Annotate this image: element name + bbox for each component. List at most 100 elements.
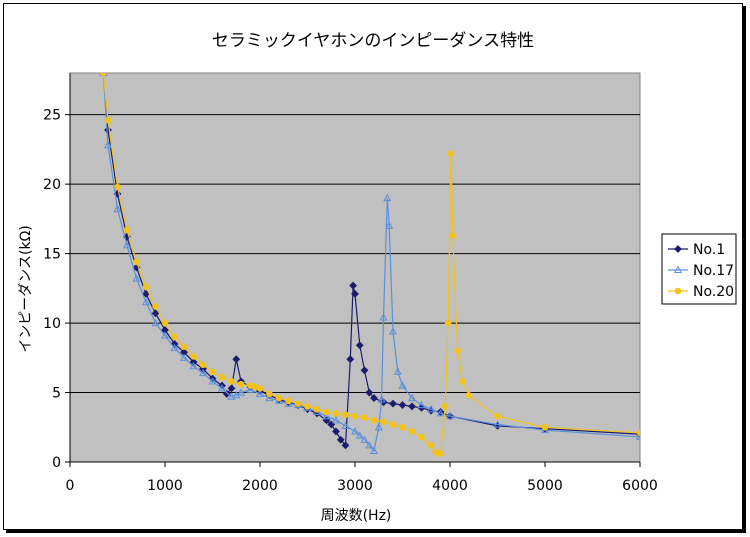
data-point-no-17 [360, 435, 369, 443]
legend: No.1 No.17 No.20 [661, 233, 737, 305]
data-point-no-1 [346, 355, 355, 364]
data-point-no-17 [170, 343, 179, 352]
data-point-no-17 [151, 318, 160, 327]
data-point-no-17 [374, 423, 383, 431]
data-point-no-20 [437, 450, 444, 457]
data-point-no-17 [365, 441, 374, 449]
legend-label-no-20: No.20 [693, 284, 734, 300]
data-point-no-20 [266, 390, 273, 398]
data-point-no-20 [171, 333, 178, 341]
data-point-no-17 [407, 393, 417, 402]
data-point-no-1 [351, 289, 359, 298]
axes: 0 5 10 15 20 25 0 1000 2000 3000 4000 5000 6000 [43, 73, 658, 494]
data-point-no-20 [418, 433, 425, 441]
data-point-no-17 [369, 446, 379, 454]
legend-box [661, 233, 737, 305]
data-point-no-20 [323, 408, 330, 416]
data-point-no-20 [133, 258, 140, 266]
x-tick-label: 5000 [527, 478, 563, 494]
x-axis-label: 周波数(Hz) [321, 508, 392, 524]
data-point-no-17 [179, 353, 189, 361]
data-point-no-17 [141, 298, 151, 306]
data-point-no-20 [636, 429, 640, 437]
data-point-no-20 [209, 368, 216, 375]
legend-marker-no-20 [674, 287, 682, 295]
data-point-no-17 [160, 331, 170, 339]
data-point-no-20 [459, 378, 466, 385]
data-point-no-20 [190, 353, 197, 360]
data-point-no-20 [351, 412, 359, 420]
data-point-no-20 [237, 380, 245, 388]
data-point-no-17 [246, 385, 255, 393]
data-point-no-17 [189, 361, 198, 370]
data-point-no-20 [449, 232, 457, 239]
data-point-no-20 [361, 414, 368, 421]
y-tick-label: 25 [43, 108, 61, 124]
data-point-no-20 [380, 418, 387, 426]
y-tick-label: 5 [52, 386, 61, 402]
data-point-no-17 [122, 241, 132, 249]
legend-marker-no-1 [674, 245, 682, 253]
data-point-no-17 [350, 427, 360, 435]
data-point-no-1 [142, 289, 150, 298]
data-point-no-17 [217, 384, 227, 392]
data-point-no-20 [541, 423, 549, 431]
data-point-no-20 [441, 403, 449, 410]
y-axis-label: インピーダンス(kΩ) [18, 225, 34, 352]
data-point-no-17 [426, 404, 436, 413]
legend-label-no-1: No.1 [693, 242, 725, 258]
data-point-no-17 [385, 221, 394, 229]
data-point-no-20 [454, 347, 461, 355]
data-point-no-20 [228, 378, 235, 385]
x-tick-label: 4000 [432, 478, 468, 494]
data-point-no-20 [389, 421, 397, 428]
data-point-no-20 [99, 73, 107, 77]
data-point-no-17 [379, 313, 388, 321]
series-layer [99, 73, 640, 457]
data-point-no-20 [427, 442, 435, 449]
data-point-no-20 [114, 183, 121, 191]
data-point-no-1 [389, 399, 397, 408]
x-tick-label: 0 [66, 478, 75, 494]
data-point-no-20 [447, 150, 455, 157]
data-point-no-1 [336, 435, 345, 444]
data-point-no-17 [265, 393, 274, 402]
data-point-no-20 [313, 405, 321, 413]
data-point-no-1 [341, 441, 350, 450]
data-point-no-20 [304, 403, 311, 410]
data-point-no-17 [398, 381, 407, 389]
data-point-no-20 [342, 411, 349, 419]
data-point-no-1 [349, 281, 358, 290]
data-point-no-20 [494, 412, 501, 420]
data-point-no-17 [208, 377, 217, 385]
data-point-no-17 [417, 400, 426, 409]
data-point-no-20 [285, 397, 292, 405]
data-point-no-17 [445, 411, 455, 420]
data-point-no-17 [383, 193, 392, 202]
data-point-no-1 [398, 401, 407, 409]
x-tick-label: 3000 [337, 478, 373, 494]
chart-svg: セラミックイヤホンのインピーダンス特性 0 5 10 15 20 25 0 1000 2000 3… [18, 31, 737, 524]
data-point-no-20 [142, 283, 150, 291]
data-point-no-17 [355, 431, 364, 439]
data-point-no-17 [132, 274, 141, 282]
plot-area [69, 72, 641, 463]
x-tick-label: 6000 [622, 478, 658, 494]
data-point-no-17 [331, 416, 341, 424]
data-point-no-20 [123, 226, 131, 234]
data-point-no-20 [294, 400, 302, 407]
data-point-no-17 [493, 420, 502, 428]
data-point-no-17 [227, 392, 236, 400]
data-point-no-17 [198, 368, 208, 377]
data-point-no-20 [199, 361, 207, 369]
data-point-no-1 [365, 388, 374, 397]
data-point-no-20 [218, 373, 226, 381]
chart-title: セラミックイヤホンのインピーダンス特性 [212, 31, 534, 51]
data-point-no-17 [103, 141, 113, 149]
legend-marker-no-17 [673, 265, 683, 274]
data-point-no-1 [370, 394, 378, 402]
data-point-no-1 [227, 384, 236, 393]
data-point-no-1 [151, 309, 160, 318]
data-point-no-17 [322, 411, 331, 420]
data-point-no-17 [341, 421, 350, 429]
